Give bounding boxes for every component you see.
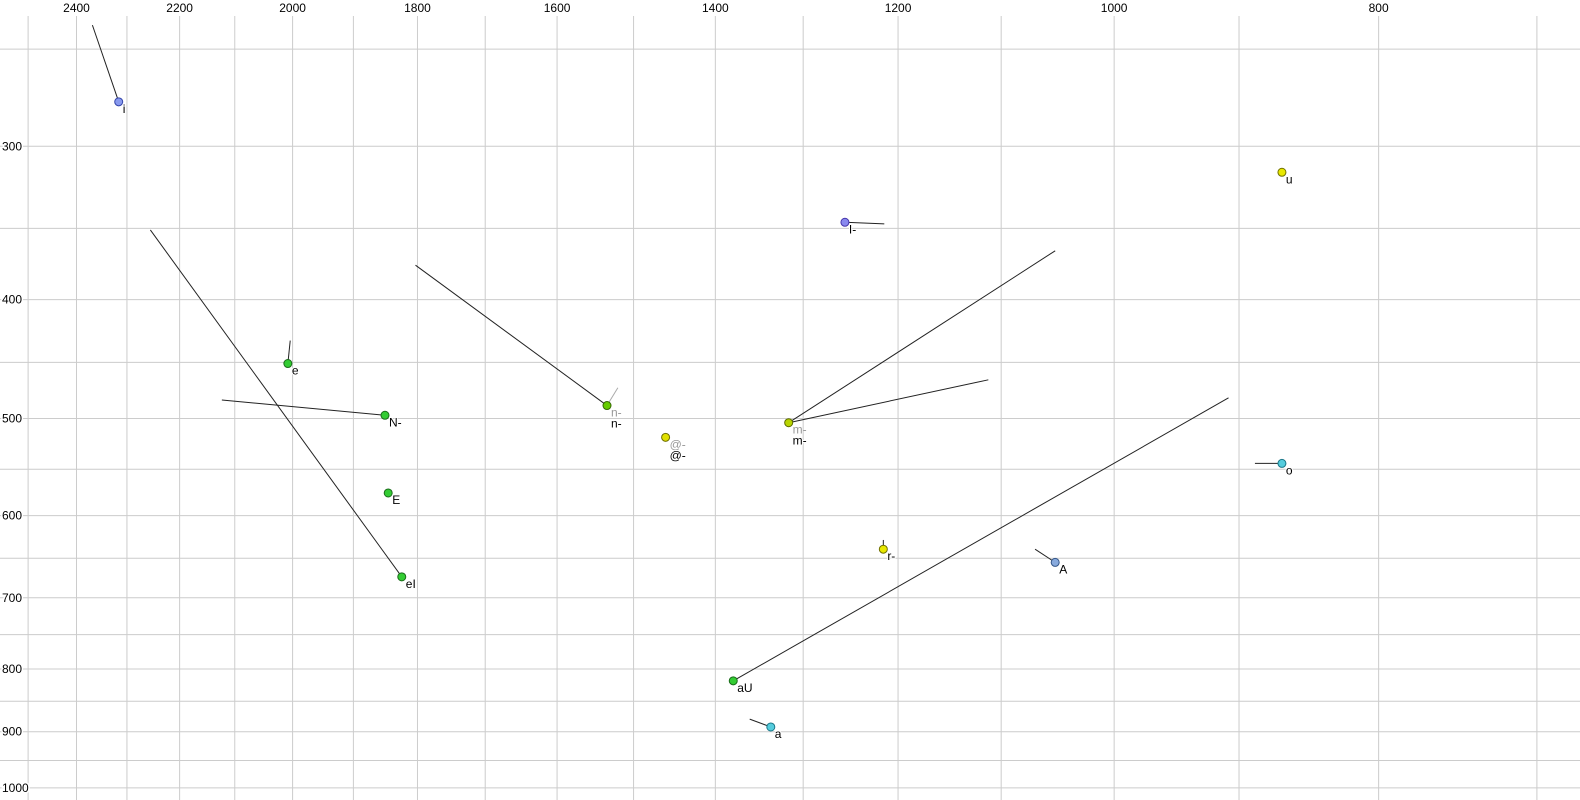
vowel-point-n-: [602, 401, 612, 411]
y-axis-tick-label: 800: [2, 662, 22, 676]
x-axis-tick-label: 1400: [702, 1, 729, 15]
x-axis-tick-label: 1800: [404, 1, 431, 15]
formant-tail-line-aU: [733, 397, 1229, 682]
vowel-label-m-: m-: [793, 434, 807, 448]
vowel-point-eI: [397, 572, 407, 582]
vowel-ghost-label-m-: m-: [793, 423, 807, 437]
vowel-point-E: [383, 488, 393, 498]
vowel-point-u: [1277, 167, 1287, 177]
vowel-label-A: A: [1059, 562, 1067, 576]
x-axis-tick-label: 2400: [63, 1, 90, 15]
y-axis-tick-label: 1000: [2, 781, 29, 795]
vowel-ghost-label-@-: @-: [670, 437, 686, 451]
vowel-label-o: o: [1286, 463, 1293, 477]
x-axis-tick-label: 2000: [279, 1, 306, 15]
vowel-ghost-label-n-: n-: [611, 406, 622, 420]
x-axis-tick-label: 800: [1369, 1, 1389, 15]
vowel-label-e: e: [292, 364, 299, 378]
vowel-label-n-: n-: [611, 417, 622, 431]
x-axis-tick-label: 1600: [544, 1, 571, 15]
vowel-point-i: [114, 97, 124, 107]
vowel-point-N-: [380, 410, 390, 420]
vowel-point-o: [1277, 458, 1287, 468]
x-axis-tick-label: 1200: [885, 1, 912, 15]
vowel-point-r-: [878, 544, 888, 554]
vowel-point-aU: [728, 676, 738, 686]
formant-tail-line-eI: [149, 229, 403, 578]
formant-tail-line-I-: [844, 221, 885, 225]
vowel-label-E: E: [392, 493, 400, 507]
vowel-point-m-: [784, 418, 794, 428]
formant-tail-line-m-: [788, 250, 1056, 424]
x-axis-tick-label: 2200: [166, 1, 193, 15]
y-axis-tick-label: 700: [2, 591, 22, 605]
vowel-label-a: a: [775, 727, 782, 741]
vowel-point-@-: [661, 432, 671, 442]
x-axis-tick-label: 1000: [1101, 1, 1128, 15]
vowel-label-@-: @-: [670, 448, 686, 462]
formant-tail-line-n-: [415, 264, 608, 406]
vowel-point-A: [1050, 557, 1060, 567]
y-axis-tick-label: 600: [2, 509, 22, 523]
vowel-label-eI: eI: [406, 577, 416, 591]
vowel-point-I-: [840, 217, 850, 227]
y-axis-tick-label: 500: [2, 411, 22, 425]
vowel-label-u: u: [1286, 172, 1293, 186]
vowel-label-r-: r-: [887, 549, 895, 563]
y-axis-tick-label: 900: [2, 725, 22, 739]
formant-tail-line-i: [91, 24, 120, 102]
formant-tail-line-N-: [221, 399, 386, 416]
vowel-label-I-: I-: [849, 222, 856, 236]
vowel-label-aU: aU: [737, 681, 752, 695]
formant-tail-line-m-: [788, 379, 989, 424]
vowel-point-e: [283, 359, 293, 369]
vowel-label-i: i: [123, 102, 126, 116]
vowel-label-N-: N-: [389, 415, 402, 429]
y-axis-tick-label: 400: [2, 293, 22, 307]
vowel-point-a: [766, 722, 776, 732]
y-axis-tick-label: 300: [2, 139, 22, 153]
